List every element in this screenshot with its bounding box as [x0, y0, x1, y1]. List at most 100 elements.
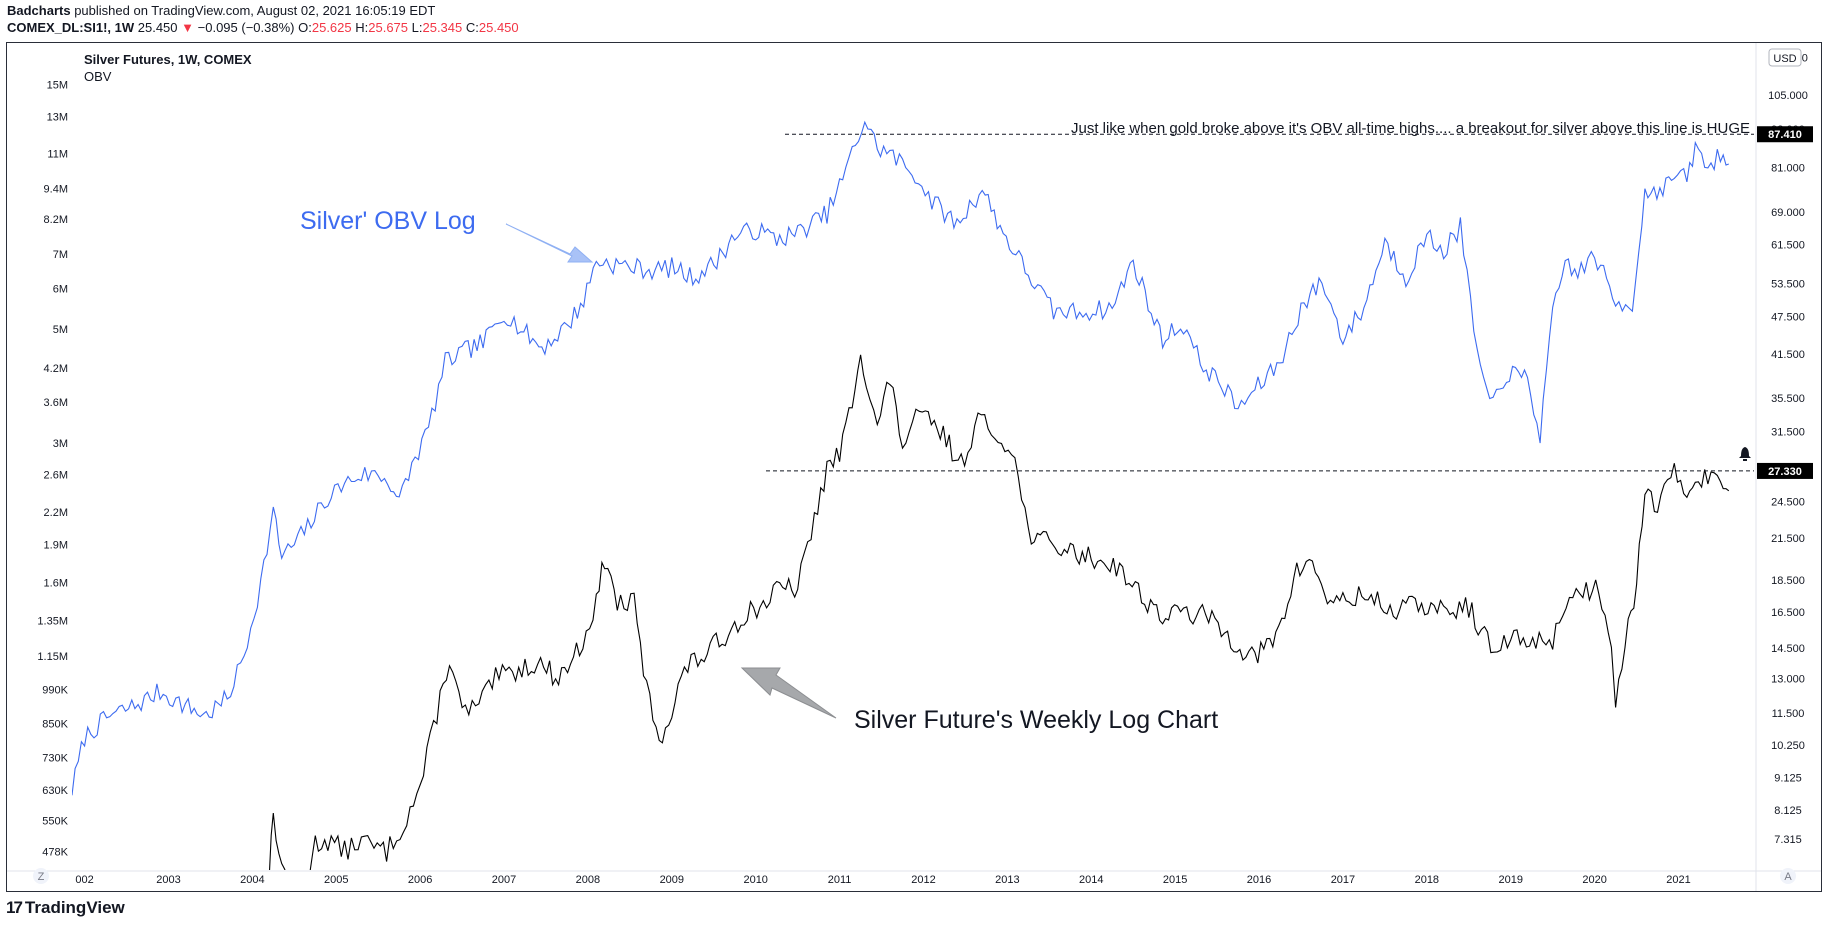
time-tick-label: 2005: [324, 874, 348, 886]
right-tick-label: 41.500: [1771, 349, 1805, 361]
price-level-value: 27.330: [1768, 466, 1802, 478]
obv-level-tag: [1757, 126, 1813, 143]
currency-label: USD: [1773, 53, 1796, 65]
time-tick-label: 2018: [1415, 874, 1439, 886]
time-tick-label: 2012: [911, 874, 935, 886]
high-value: 25.675: [368, 20, 409, 35]
left-tick-label: 990K: [42, 685, 68, 697]
time-tick-label: 2011: [828, 874, 852, 886]
time-tick-label: 2019: [1498, 874, 1522, 886]
left-axis: 15M 13M 11M 9.4M 8.2M 7M 6M 5M 4.2M 3.6M 3M 2.6M 2.2…: [37, 80, 68, 859]
left-tick-label: 7M: [53, 249, 68, 261]
left-tick-label: 11M: [47, 149, 68, 161]
right-tick-label: 14.500: [1771, 643, 1805, 655]
open-label: O:: [298, 20, 312, 35]
price-series-line[interactable]: [252, 354, 1730, 901]
left-tick-label: 3.6M: [44, 397, 68, 409]
time-tick-label: 2014: [1079, 874, 1103, 886]
left-tick-label: 9.4M: [44, 184, 68, 196]
right-tick-label: 10.250: [1771, 740, 1805, 752]
legend-title: Silver Futures, 1W, COMEX: [84, 52, 252, 67]
symbol-info: COMEX_DL:SI1!, 1W 25.450 ▼ −0.095 (−0.38…: [7, 20, 519, 36]
left-tick-label: 4.2M: [44, 363, 68, 375]
left-tick-label: 3M: [53, 438, 68, 450]
time-tick-label: 2016: [1247, 874, 1271, 886]
open-value: 25.625: [311, 20, 352, 35]
plot-area[interactable]: [72, 120, 1730, 901]
time-tick-label: 2007: [492, 874, 516, 886]
obv-level-value: 87.410: [1768, 129, 1802, 141]
time-tick-label: 2008: [576, 874, 600, 886]
left-tick-label: 6M: [53, 284, 68, 296]
low-label: L:: [411, 20, 423, 35]
publish-info: Badcharts published on TradingView.com, …: [7, 3, 435, 19]
obv-series-line[interactable]: [72, 120, 1729, 796]
close-label: C:: [465, 20, 479, 35]
right-tick-label: 61.500: [1771, 239, 1805, 251]
close-value: 25.450: [478, 20, 519, 35]
auto-scale-button[interactable]: [1780, 868, 1796, 884]
auto-scale-label: A: [1784, 871, 1792, 883]
right-tick-label: 24.500: [1771, 496, 1805, 508]
right-tick-label: 21.500: [1771, 533, 1805, 545]
tradingview-logo-icon: 17: [6, 898, 23, 917]
legend-indicator: OBV: [84, 69, 112, 84]
left-tick-label: 2.2M: [44, 507, 68, 519]
chart-frame: [6, 42, 1822, 892]
time-tick-label: 002: [75, 874, 93, 886]
right-tick-label: 81.000: [1771, 162, 1805, 174]
left-tick-label: 1.9M: [44, 539, 68, 551]
left-tick-label: 630K: [42, 785, 68, 797]
alert-bell-icon[interactable]: [1739, 447, 1751, 461]
tradingview-brand: TradingView: [24, 898, 125, 917]
currency-badge[interactable]: [1768, 48, 1802, 67]
right-tick-label: 11.500: [1772, 708, 1805, 720]
right-tick-label: 13.000: [1771, 674, 1805, 686]
left-tick-label: 8.2M: [44, 214, 68, 226]
time-tick-label: 2003: [156, 874, 180, 886]
time-tick-label: 2004: [240, 874, 264, 886]
obv-label: Silver' OBV Log: [300, 207, 476, 235]
time-tick-label: 2010: [743, 874, 767, 886]
price-arrow-icon: [740, 667, 837, 719]
last-price: 25.450: [137, 20, 178, 35]
obv-arrow-icon: [505, 223, 594, 263]
time-axis: 002 2003 2004 2005 2006 2007 2008 2009 2010 2011 2…: [7, 868, 1821, 886]
time-tick-label: 2021: [1666, 874, 1690, 886]
left-tick-label: 1.35M: [37, 615, 68, 627]
zoom-reset-label: Z: [38, 871, 45, 883]
time-tick-label: 2009: [660, 874, 684, 886]
low-value: 25.345: [422, 20, 463, 35]
left-tick-label: 1.15M: [37, 651, 68, 663]
zoom-reset-button[interactable]: [33, 868, 49, 884]
right-tick-label: 69.000: [1771, 207, 1805, 219]
price-level-tag: [1757, 462, 1813, 479]
right-tick-label: 16.500: [1771, 607, 1805, 619]
left-tick-label: 1.6M: [44, 578, 68, 590]
right-tick-label: 9.125: [1774, 772, 1802, 784]
right-tick-label: 47.500: [1771, 312, 1805, 324]
time-tick-label: 2013: [995, 874, 1019, 886]
right-tick-label: 18.500: [1771, 575, 1805, 587]
change-arrow-icon: ▼: [181, 20, 195, 35]
price-change: −0.095 (−0.38%): [197, 20, 295, 35]
left-tick-label: 2.6M: [44, 470, 68, 482]
right-tick-label: 31.500: [1771, 426, 1805, 438]
left-tick-label: 15M: [47, 80, 68, 92]
breakout-note: Just like when gold broke above it's OBV…: [1071, 120, 1750, 137]
symbol-label: COMEX_DL:SI1!, 1W: [7, 20, 135, 35]
tradingview-footer[interactable]: 17 TradingView: [6, 898, 125, 918]
right-tick-label: 35.500: [1771, 393, 1805, 405]
left-tick-label: 730K: [42, 752, 68, 764]
time-tick-label: 2017: [1331, 874, 1355, 886]
right-tick-label: 105.000: [1768, 90, 1808, 102]
publish-text: published on TradingView.com, August 02,…: [74, 3, 436, 18]
time-tick-label: 2020: [1582, 874, 1606, 886]
left-tick-label: 550K: [42, 815, 68, 827]
right-tick-label: 53.500: [1771, 278, 1805, 290]
high-label: H:: [355, 20, 369, 35]
time-tick-label: 2006: [408, 874, 432, 886]
right-axis: 120.000105.00093.00081.00069.00061.50053…: [1755, 43, 1808, 891]
price-label: Silver Future's Weekly Log Chart: [854, 706, 1218, 734]
